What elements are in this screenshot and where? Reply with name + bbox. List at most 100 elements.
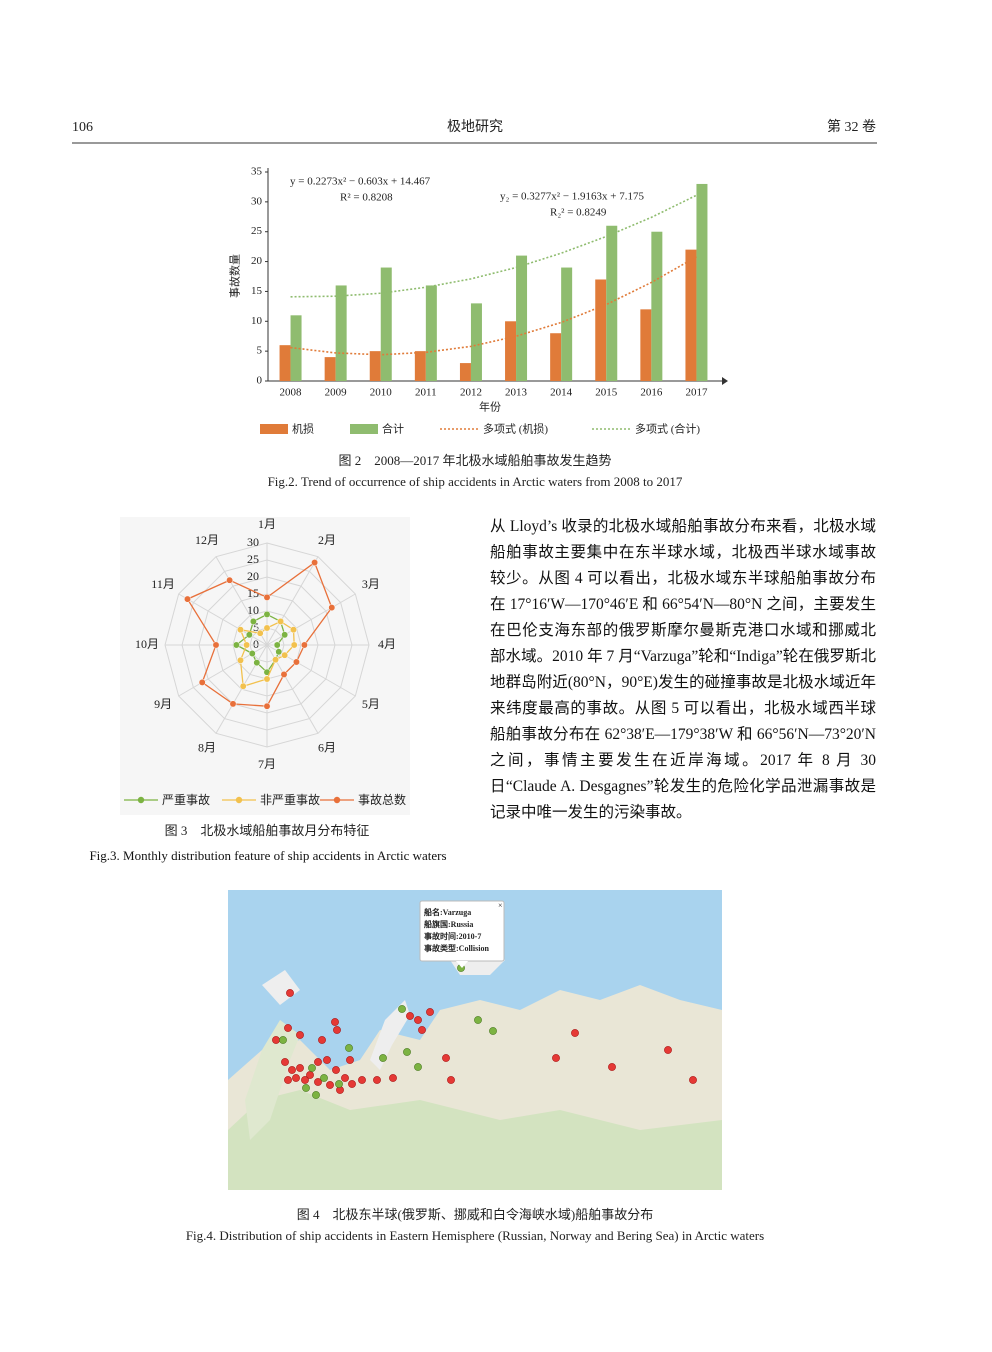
y-tick-label: 5 [257, 345, 263, 357]
category-label: 10月 [135, 637, 159, 651]
category-label: 4月 [378, 637, 396, 651]
map-marker [389, 1074, 397, 1082]
x-tick-label: 2016 [640, 387, 663, 399]
map-marker [333, 1026, 341, 1034]
map-marker [302, 1084, 310, 1092]
map-marker [442, 1054, 450, 1062]
x-tick-label: 2013 [505, 387, 528, 399]
map-marker [312, 1091, 320, 1099]
bar [425, 285, 437, 381]
map-marker [358, 1076, 366, 1084]
radar-point [275, 648, 283, 656]
map-marker [308, 1064, 316, 1072]
map-land [228, 1090, 722, 1190]
bar [685, 249, 697, 381]
radar-point [245, 631, 253, 639]
popup-line: 事故类型:Collision [424, 943, 489, 953]
journal: 极地研究 [447, 119, 503, 135]
volume: 第 32 卷 [827, 118, 876, 135]
map-marker [286, 989, 294, 997]
r-tick-label: 25 [247, 552, 259, 566]
radar-point [256, 629, 264, 637]
y-axis-label: 事故数量 [228, 254, 242, 298]
radar-point [237, 626, 244, 634]
trend-line [290, 256, 697, 356]
category-label: 5月 [362, 697, 380, 711]
map-marker [664, 1046, 672, 1054]
bar [696, 183, 708, 381]
x-tick-label: 2011 [415, 387, 437, 399]
r-tick-label: 30 [247, 535, 259, 549]
body-text: 从 Lloyd’s 收录的北极水域船舶事故分布来看，北极水域船舶事故主要集中在东… [490, 518, 876, 821]
map-marker [379, 1054, 387, 1062]
bar [561, 267, 573, 381]
bar [380, 267, 392, 381]
map-marker [335, 1080, 343, 1088]
figure-caption: Fig.2. Trend of occurrence of ship accid… [268, 474, 683, 489]
figure-caption: 图 2 2008—2017 年北极水域船舶事故发生趋势 [338, 453, 611, 468]
map-marker [272, 1036, 280, 1044]
radar-point [198, 678, 206, 686]
radar-point [311, 559, 319, 567]
x-tick-label: 2010 [370, 387, 393, 399]
page-number: 106 [72, 120, 93, 135]
figure-caption: Fig.4. Distribution of ship accidents in… [186, 1228, 764, 1243]
x-tick-label: 2014 [550, 387, 573, 399]
popup-line: 船名:Varzuga [424, 907, 471, 917]
radar-point [328, 604, 336, 612]
figure-caption: 图 4 北极东半球(俄罗斯、挪威和白令海峡水域)船舶事故分布 [297, 1207, 653, 1222]
map-marker [608, 1063, 616, 1071]
map-marker [414, 1016, 422, 1024]
annotation: y = 0.2273x² − 0.603x + 14.467 [290, 176, 431, 188]
map-marker [288, 1066, 296, 1074]
map-marker [292, 1074, 300, 1082]
popup-pointer [456, 961, 468, 968]
bar [335, 285, 347, 381]
x-tick-label: 2015 [595, 387, 618, 399]
radar-point [263, 593, 271, 601]
bar [640, 309, 652, 381]
popup-line: 事故时间:2010-7 [424, 931, 481, 941]
x-tick-label: 2008 [280, 387, 303, 399]
y-tick-label: 15 [251, 285, 263, 297]
y-tick-label: 35 [251, 166, 263, 178]
r-tick-label: 0 [253, 637, 259, 651]
radar-point [232, 641, 240, 649]
annotation: R² = 0.8208 [340, 192, 393, 204]
legend-label: 非严重事故 [260, 792, 320, 807]
axis-arrow [722, 377, 728, 385]
map-marker [279, 1036, 287, 1044]
y-tick-label: 20 [251, 255, 263, 267]
bar [279, 345, 291, 381]
legend-swatch [137, 796, 145, 804]
legend-label: 多项式 (合计) [635, 422, 700, 436]
radar-point [292, 658, 300, 666]
annotation: y₂ = 0.3277x² − 1.9163x + 7.175 [500, 191, 644, 203]
category-label: 1月 [258, 517, 276, 531]
y-tick-label: 10 [251, 315, 263, 327]
legend-label: 严重事故 [162, 792, 210, 807]
figure-caption: Fig.3. Monthly distribution feature of s… [89, 848, 447, 863]
map-marker [281, 1058, 289, 1066]
radar-point [263, 624, 271, 632]
map-marker [571, 1029, 579, 1037]
radar-point [272, 656, 279, 664]
radar-point [248, 650, 256, 657]
bar [369, 351, 381, 381]
map-marker [296, 1064, 304, 1072]
legend-swatch [333, 796, 341, 804]
popup-close[interactable]: × [498, 901, 503, 910]
radar-point [263, 702, 271, 710]
bar [651, 231, 663, 381]
bar [516, 255, 528, 381]
radar-point [290, 626, 297, 634]
radar-point [300, 641, 308, 649]
radar-point [212, 641, 220, 649]
map-marker [373, 1076, 381, 1084]
bar [505, 321, 517, 381]
map-marker [320, 1074, 328, 1082]
map-marker [348, 1080, 356, 1088]
radar-point [281, 651, 289, 659]
category-label: 12月 [195, 533, 219, 547]
